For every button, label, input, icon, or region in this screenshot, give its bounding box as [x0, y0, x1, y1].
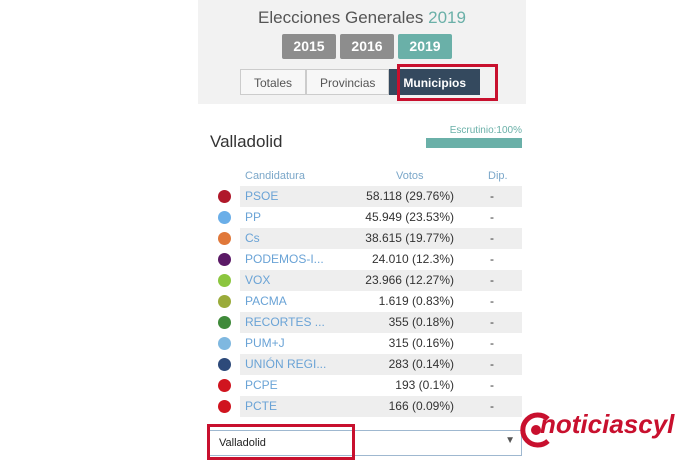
party-votes: 1.619 (0.83%) [378, 294, 454, 308]
party-color-dot [218, 400, 231, 413]
party-dip: - [490, 399, 494, 413]
title-year: 2019 [428, 8, 466, 27]
party-votes: 38.615 (19.77%) [365, 231, 454, 245]
table-row: PP 45.949 (23.53%) - [210, 207, 522, 228]
row-background [240, 186, 522, 207]
party-dip: - [490, 252, 494, 266]
party-name[interactable]: RECORTES ... [245, 315, 325, 329]
table-row: PSOE 58.118 (29.76%) - [210, 186, 522, 207]
year-selector: 2015 2016 2019 [282, 34, 452, 59]
table-header: Candidatura Votos Dip. [210, 170, 522, 184]
party-color-dot [218, 379, 231, 392]
logo-text: noticiascyl [540, 409, 675, 439]
tab-municipios[interactable]: Municipios [389, 69, 481, 95]
tab-totales[interactable]: Totales [240, 69, 307, 95]
party-votes: 193 (0.1%) [395, 378, 454, 392]
party-name[interactable]: PCPE [245, 378, 278, 392]
party-name[interactable]: Cs [245, 231, 260, 245]
party-dip: - [490, 273, 494, 287]
party-dip: - [490, 315, 494, 329]
party-name[interactable]: PODEMOS-I... [245, 252, 324, 266]
party-dip: - [490, 231, 494, 245]
party-dip: - [490, 294, 494, 308]
party-votes: 45.949 (23.53%) [365, 210, 454, 224]
year-button-2016[interactable]: 2016 [340, 34, 394, 59]
table-row: UNIÓN REGI... 283 (0.14%) - [210, 354, 522, 375]
table-row: PACMA 1.619 (0.83%) - [210, 291, 522, 312]
party-votes: 355 (0.18%) [388, 315, 454, 329]
party-dip: - [490, 210, 494, 224]
party-name[interactable]: PSOE [245, 189, 279, 203]
logo-mark-icon [520, 412, 550, 448]
tab-provincias[interactable]: Provincias [306, 69, 390, 95]
party-color-dot [218, 337, 231, 350]
party-color-dot [218, 295, 231, 308]
column-votos: Votos [396, 170, 424, 182]
table-row: RECORTES ... 355 (0.18%) - [210, 312, 522, 333]
year-button-2019[interactable]: 2019 [398, 34, 452, 59]
results-table: PSOE 58.118 (29.76%) - PP 45.949 (23.53%) - Cs… [210, 186, 522, 417]
party-name[interactable]: PP [245, 210, 262, 224]
table-row: PCTE 166 (0.09%) - [210, 396, 522, 417]
party-color-dot [218, 274, 231, 287]
party-color-dot [218, 190, 231, 203]
party-votes: 58.118 (29.76%) [366, 189, 454, 203]
escrutinio-label: Escrutinio:100% [449, 125, 522, 136]
page-title: Elecciones Generales 2019 [258, 8, 466, 27]
party-name[interactable]: UNIÓN REGI... [245, 357, 327, 371]
noticiascyl-logo: noticiascyl [518, 403, 694, 455]
party-name[interactable]: VOX [245, 273, 271, 287]
party-votes: 315 (0.16%) [388, 336, 454, 350]
row-background [240, 228, 522, 249]
highlight-box-select [207, 424, 355, 460]
table-row: PUM+J 315 (0.16%) - [210, 333, 522, 354]
escrutinio-progress-fill [426, 138, 522, 148]
party-dip: - [490, 336, 494, 350]
chevron-down-icon: ▼ [505, 435, 515, 446]
party-color-dot [218, 232, 231, 245]
party-votes: 166 (0.09%) [388, 399, 454, 413]
party-dip: - [490, 357, 494, 371]
year-button-2015[interactable]: 2015 [282, 34, 336, 59]
row-background [240, 354, 522, 375]
highlight-box-tab [397, 64, 498, 101]
scope-tabs: Totales Provincias Municipios [240, 69, 481, 95]
location-title: Valladolid [210, 132, 283, 151]
column-candidatura: Candidatura [245, 170, 305, 182]
party-name[interactable]: PACMA [245, 294, 287, 308]
party-color-dot [218, 358, 231, 371]
row-background [240, 396, 522, 417]
party-name[interactable]: PCTE [245, 399, 278, 413]
table-row: PODEMOS-I... 24.010 (12.3%) - [210, 249, 522, 270]
party-dip: - [490, 189, 494, 203]
party-dip: - [490, 378, 494, 392]
row-background [240, 312, 522, 333]
column-dip: Dip. [488, 170, 508, 182]
table-row: VOX 23.966 (12.27%) - [210, 270, 522, 291]
party-votes: 24.010 (12.3%) [371, 252, 454, 266]
party-color-dot [218, 253, 231, 266]
table-row: PCPE 193 (0.1%) - [210, 375, 522, 396]
party-name[interactable]: PUM+J [245, 336, 285, 350]
party-votes: 283 (0.14%) [388, 357, 454, 371]
party-color-dot [218, 316, 231, 329]
municipio-select[interactable]: Valladolid ▼ [208, 430, 522, 456]
select-value: Valladolid [219, 437, 266, 449]
table-row: Cs 38.615 (19.77%) - [210, 228, 522, 249]
party-color-dot [218, 211, 231, 224]
row-background [240, 270, 522, 291]
escrutinio-progress-bar [426, 138, 522, 148]
party-votes: 23.966 (12.27%) [365, 273, 454, 287]
